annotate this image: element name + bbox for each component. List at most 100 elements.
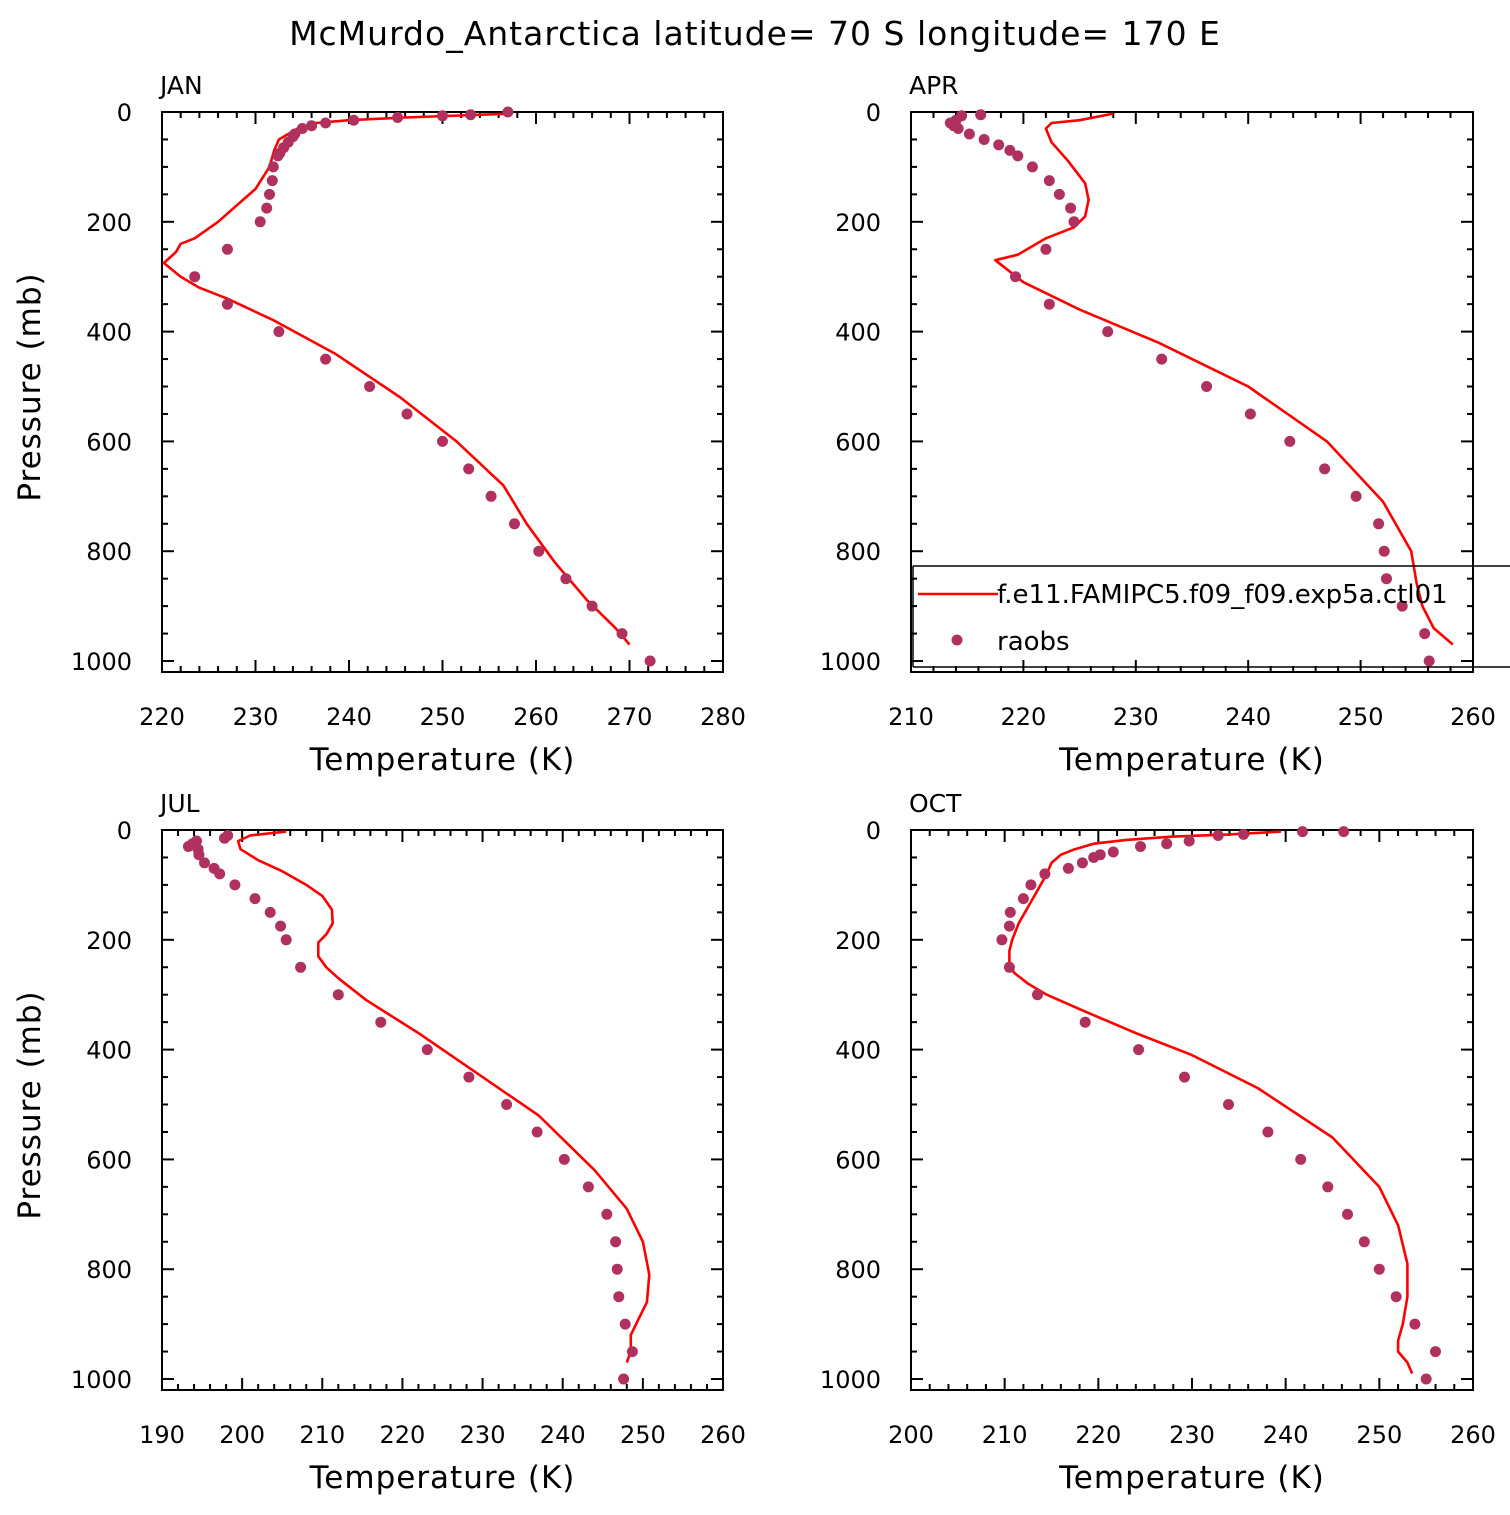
y-tick-label: 0: [866, 817, 881, 845]
legend-model-label: f.e11.FAMIPC5.f09_f09.exp5a.ctl01: [997, 580, 1448, 610]
raobs-point: [465, 109, 477, 121]
model-line-jul: [236, 830, 651, 1363]
model-line-oct: [1008, 830, 1414, 1375]
x-tick-label: 260: [1450, 703, 1496, 731]
raobs-point: [1381, 573, 1392, 585]
plot-frame: [161, 829, 724, 1391]
y-tick-label: 200: [86, 209, 132, 237]
x-tick-label: 200: [888, 1421, 934, 1449]
raobs-point: [1004, 144, 1016, 156]
y-tick-label: 1000: [820, 1366, 881, 1394]
raobs-point: [1396, 600, 1408, 612]
x-tick-label: 270: [607, 703, 653, 731]
y-axis-title: Pressure (mb): [12, 990, 48, 1219]
raobs-point: [214, 868, 226, 880]
panel-label: OCT: [909, 789, 962, 818]
y-tick-label: 1000: [820, 648, 881, 676]
raobs-point: [1032, 989, 1043, 1001]
raobs-point: [1238, 828, 1249, 840]
raobs-point: [364, 381, 376, 392]
raobs-point: [618, 1373, 630, 1385]
x-axis-title: Temperature (K): [1058, 742, 1325, 778]
y-tick-label: 200: [86, 927, 132, 955]
raobs-point: [1161, 838, 1173, 850]
raobs-point: [1025, 879, 1037, 891]
y-tick-label: 800: [86, 538, 132, 566]
x-tick-label: 200: [219, 1421, 265, 1449]
raobs-point: [1342, 1208, 1353, 1220]
raobs-point: [1430, 1346, 1441, 1358]
raobs-point: [266, 175, 278, 187]
raobs-point: [1420, 1373, 1432, 1385]
x-axis-title: Temperature (K): [309, 742, 576, 778]
raobs-point: [437, 110, 448, 122]
raobs-point: [332, 989, 344, 1001]
raobs-point: [1156, 353, 1168, 365]
raobs-point: [275, 920, 287, 932]
raobs-point: [1322, 1181, 1334, 1193]
raobs-point: [1223, 1099, 1234, 1110]
raobs-point: [996, 934, 1008, 946]
y-tick-label: 600: [86, 1146, 132, 1174]
x-axis-title: Temperature (K): [309, 1460, 576, 1496]
raobs-point: [1338, 826, 1350, 838]
raobs-point: [626, 1346, 638, 1358]
raobs-point: [1107, 846, 1119, 858]
raobs-point: [644, 655, 656, 667]
y-tick-label: 0: [866, 99, 881, 127]
raobs-point: [485, 490, 497, 502]
raobs-point: [1026, 161, 1038, 173]
x-tick-label: 210: [299, 1421, 345, 1449]
raobs-point: [273, 326, 285, 338]
x-tick-label: 220: [380, 1421, 426, 1449]
raobs-point: [560, 573, 572, 585]
y-tick-label: 1000: [71, 648, 132, 676]
raobs-point: [1201, 381, 1213, 392]
y-tick-label: 800: [86, 1256, 132, 1284]
raobs-point: [1010, 271, 1021, 283]
y-tick-label: 800: [835, 1256, 881, 1284]
raobs-point: [437, 435, 448, 447]
raobs-point: [1003, 961, 1015, 973]
raobs-point: [613, 1291, 625, 1303]
raobs-point: [531, 1126, 543, 1138]
raobs-point: [264, 906, 276, 918]
raobs-point: [295, 961, 307, 973]
x-tick-label: 210: [888, 703, 934, 731]
model-line-jan: [162, 112, 631, 646]
raobs-point: [1003, 920, 1015, 932]
x-tick-label: 250: [1338, 703, 1384, 731]
plot-frame: [910, 111, 1474, 673]
raobs-point: [392, 112, 404, 123]
x-tick-label: 230: [1169, 1421, 1215, 1449]
raobs-point: [610, 1236, 622, 1248]
raobs-point: [1076, 857, 1088, 869]
raobs-point: [1319, 463, 1331, 475]
raobs-point: [421, 1044, 433, 1056]
raobs-point: [1419, 628, 1431, 640]
y-tick-label: 0: [117, 817, 132, 845]
panel-label: JUL: [158, 789, 200, 818]
raobs-point: [463, 1071, 475, 1083]
raobs-point: [261, 202, 273, 214]
raobs-point: [1373, 1263, 1385, 1275]
y-tick-label: 600: [835, 428, 881, 456]
raobs-point: [978, 134, 990, 145]
x-tick-label: 240: [1225, 703, 1271, 731]
raobs-point: [1297, 826, 1308, 838]
raobs-point: [1102, 326, 1114, 338]
raobs-point: [221, 243, 233, 255]
raobs-point: [1133, 1044, 1145, 1056]
raobs-point: [1043, 175, 1055, 187]
raobs-point: [267, 161, 279, 173]
x-tick-label: 280: [700, 703, 746, 731]
y-tick-label: 200: [835, 927, 881, 955]
plot-frame: [910, 829, 1474, 1391]
x-tick-label: 240: [326, 703, 372, 731]
raobs-point: [582, 1181, 594, 1193]
raobs-point: [264, 188, 275, 200]
raobs-point: [952, 123, 964, 134]
raobs-point: [975, 109, 987, 121]
raobs-point: [182, 841, 194, 852]
